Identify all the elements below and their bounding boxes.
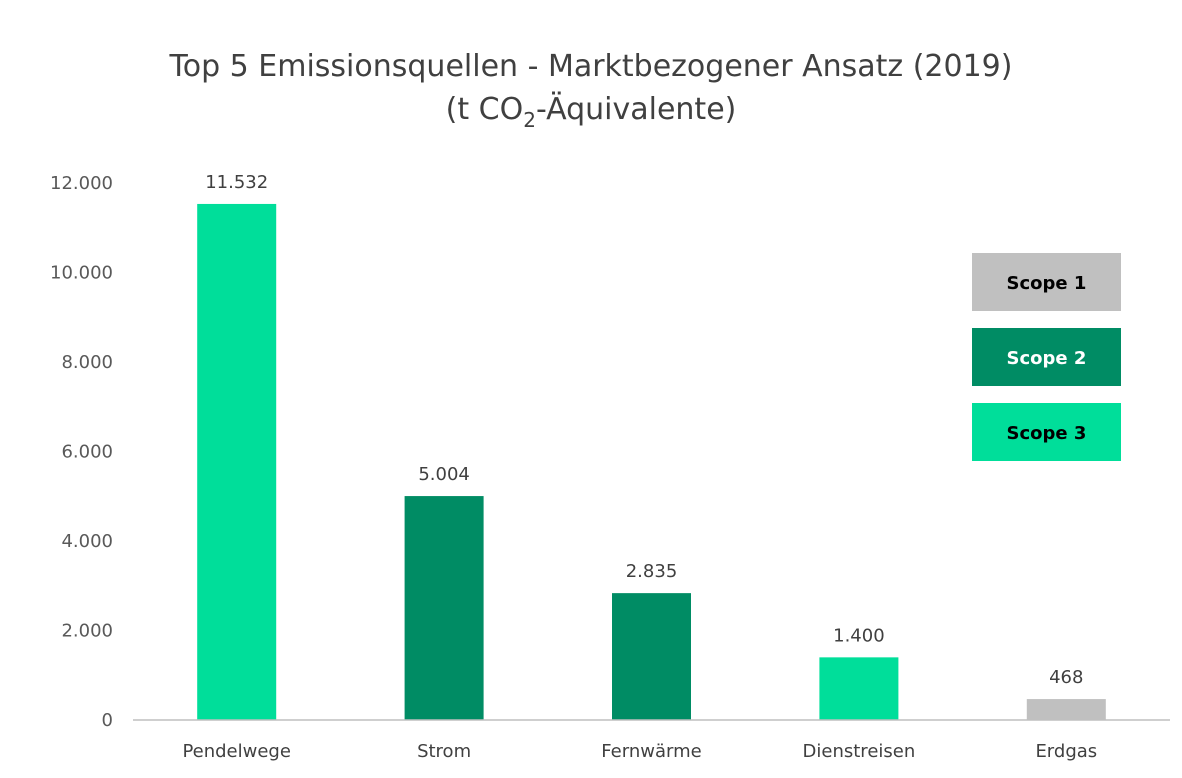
bar-pendelwege [197,203,277,720]
legend-scope-3 [972,403,1121,461]
x-tick-label: Pendelwege [182,741,291,762]
legend-label: Scope 2 [1007,348,1087,369]
y-tick-label: 6.000 [61,442,113,463]
y-tick-label: 2.000 [61,621,113,642]
x-tick-label: Dienstreisen [803,741,916,762]
data-label: 468 [1049,667,1083,688]
legend-scope-1 [972,253,1121,311]
chart-subtitle-prefix: (t CO [446,92,524,127]
y-tick-label: 4.000 [61,531,113,552]
y-tick-label: 10.000 [50,263,113,284]
y-tick-label: 12.000 [50,173,113,194]
data-label: 2.835 [626,561,678,582]
chart-title: Top 5 Emissionsquellen - Marktbezogener … [169,49,1013,84]
bar-erdgas [1026,699,1106,720]
legend-scope-2 [972,328,1121,386]
chart-subtitle-suffix: -Äquivalente) [536,91,736,127]
data-label: 5.004 [418,464,470,485]
legend-label: Scope 3 [1007,423,1087,444]
legend: Scope 1 Scope 2 Scope 3 [972,253,1121,461]
chart-subtitle-subscript: 2 [523,108,536,132]
x-tick-label: Fernwärme [601,741,701,762]
bars: 11.532 Pendelwege 5.004 Strom 2.835 Fernwärme… [182,172,1106,762]
x-tick-label: Erdgas [1035,741,1097,762]
data-label: 11.532 [205,172,268,193]
bar-fernwärme [612,593,691,720]
y-axis: 0 2.000 4.000 6.000 8.000 10.000 12.000 [50,173,113,731]
chart-subtitle: (t CO2-Äquivalente) [446,91,737,132]
data-label: 1.400 [833,625,885,646]
y-tick-label: 0 [102,710,113,731]
legend-label: Scope 1 [1007,273,1087,294]
y-tick-label: 8.000 [61,352,113,373]
bar-dienstreisen [819,657,899,720]
x-tick-label: Strom [417,741,471,762]
bar-strom [404,496,484,720]
